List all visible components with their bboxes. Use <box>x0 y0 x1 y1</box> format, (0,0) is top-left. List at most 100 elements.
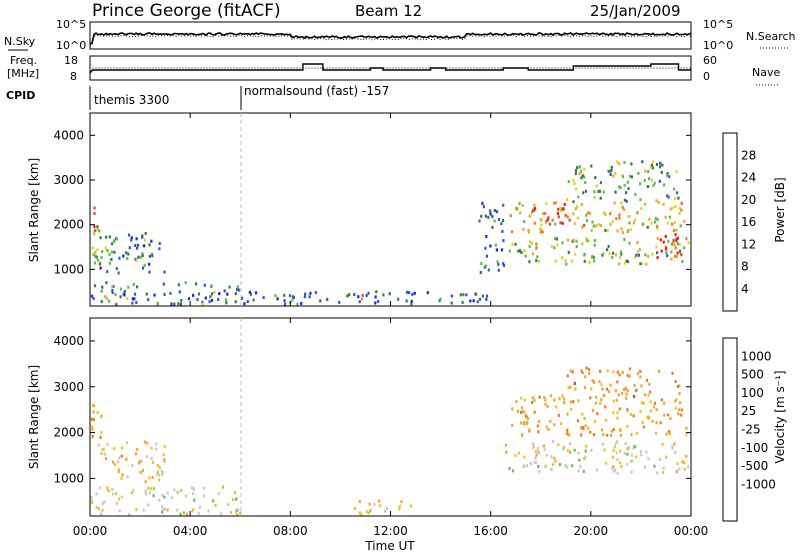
heat-cell <box>502 219 505 222</box>
heat-cell <box>528 260 531 264</box>
heat-cell <box>191 492 195 496</box>
heat-cell <box>574 387 577 391</box>
heat-cell <box>523 422 526 426</box>
heat-cell <box>568 218 571 222</box>
heat-cell <box>670 257 673 261</box>
heat-cell <box>207 509 210 513</box>
heat-cell <box>674 380 677 383</box>
heat-cell <box>118 456 121 460</box>
heat-cell <box>671 444 674 448</box>
heat-cell <box>539 230 542 234</box>
heat-cell <box>580 176 583 180</box>
heat-cell <box>537 260 540 263</box>
heat-cell <box>569 369 572 373</box>
heat-cell <box>145 441 148 445</box>
heat-cell <box>620 227 623 231</box>
heat-cell <box>642 222 645 226</box>
heat-cell <box>91 428 94 432</box>
heat-cell <box>482 205 485 209</box>
heat-cell <box>208 300 211 304</box>
heat-cell <box>665 455 668 459</box>
heat-cell <box>235 497 238 501</box>
heat-cell <box>553 398 556 402</box>
heat-cell <box>155 442 158 446</box>
heat-cell <box>546 218 549 222</box>
heat-cell <box>564 213 567 217</box>
heat-cell <box>150 457 153 460</box>
heat-cell <box>438 299 441 303</box>
heat-cell <box>612 251 615 255</box>
heat-cell <box>184 281 187 285</box>
heat-cell <box>141 252 144 256</box>
heat-cell <box>668 215 671 219</box>
heat-cell <box>201 300 204 304</box>
heat-cell <box>97 443 100 447</box>
heat-cell <box>150 446 153 450</box>
heat-cell <box>573 448 576 452</box>
heat-cell <box>94 250 97 254</box>
heat-cell <box>111 291 114 294</box>
heat-cell <box>178 290 181 294</box>
heat-cell <box>532 445 535 449</box>
heat-cell <box>117 460 120 464</box>
heat-cell <box>606 433 609 437</box>
heat-cell <box>656 226 659 230</box>
heat-cell <box>662 471 665 474</box>
heat-cell <box>127 285 130 289</box>
heat-cell <box>103 295 106 299</box>
heat-cell <box>493 209 496 212</box>
heat-cell <box>115 492 118 495</box>
heat-cell <box>601 387 604 391</box>
heat-cell <box>622 208 626 212</box>
heat-cell <box>664 234 667 238</box>
heat-cell <box>144 480 147 484</box>
heat-cell <box>95 492 98 496</box>
heat-cell <box>96 225 99 229</box>
heat-cell <box>291 295 295 299</box>
heat-cell <box>127 252 130 256</box>
heat-cell <box>645 450 648 454</box>
heat-cell <box>236 513 239 516</box>
heat-cell <box>524 254 527 258</box>
heat-cell <box>586 239 589 243</box>
heat-cell <box>680 413 683 417</box>
heat-cell <box>176 508 179 512</box>
heat-cell <box>133 292 137 296</box>
heat-cell <box>535 259 538 263</box>
heat-cell <box>115 302 118 306</box>
velocity-heatmap <box>90 366 690 516</box>
heat-cell <box>384 509 387 513</box>
heat-cell <box>382 293 385 297</box>
heat-cell <box>678 212 681 215</box>
heat-cell <box>111 492 115 496</box>
heat-cell <box>520 251 523 254</box>
heat-cell <box>583 259 586 263</box>
heat-cell <box>551 439 555 443</box>
heat-cell <box>599 401 602 405</box>
heat-cell <box>198 505 201 509</box>
heat-cell <box>671 222 674 226</box>
heat-cell <box>606 369 609 373</box>
heat-cell <box>589 430 592 434</box>
heat-cell <box>353 293 356 297</box>
heat-cell <box>517 451 520 455</box>
heat-cell <box>603 394 606 397</box>
heat-cell <box>645 262 648 266</box>
heat-cell <box>158 498 161 502</box>
heat-cell <box>566 374 569 378</box>
heat-cell <box>217 298 220 301</box>
heat-cell <box>125 441 128 445</box>
heat-cell <box>662 202 665 206</box>
heat-cell <box>150 239 153 243</box>
heat-cell <box>111 250 114 254</box>
heat-cell <box>143 238 147 242</box>
heat-cell <box>153 293 156 297</box>
heat-cell <box>156 464 159 468</box>
heat-cell <box>604 212 607 216</box>
heat-cell <box>110 258 113 261</box>
heat-cell <box>508 466 511 470</box>
colorbar-tick-label: 4 <box>741 282 749 296</box>
heat-cell <box>162 282 165 286</box>
heat-cell <box>656 471 659 475</box>
heat-cell <box>674 450 677 454</box>
